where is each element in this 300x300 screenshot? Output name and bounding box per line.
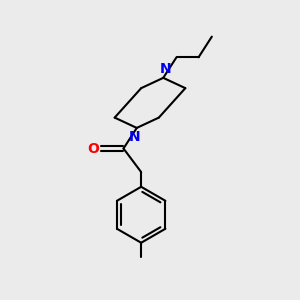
Text: O: O (87, 142, 99, 155)
Text: N: N (129, 130, 140, 144)
Text: N: N (160, 61, 171, 76)
